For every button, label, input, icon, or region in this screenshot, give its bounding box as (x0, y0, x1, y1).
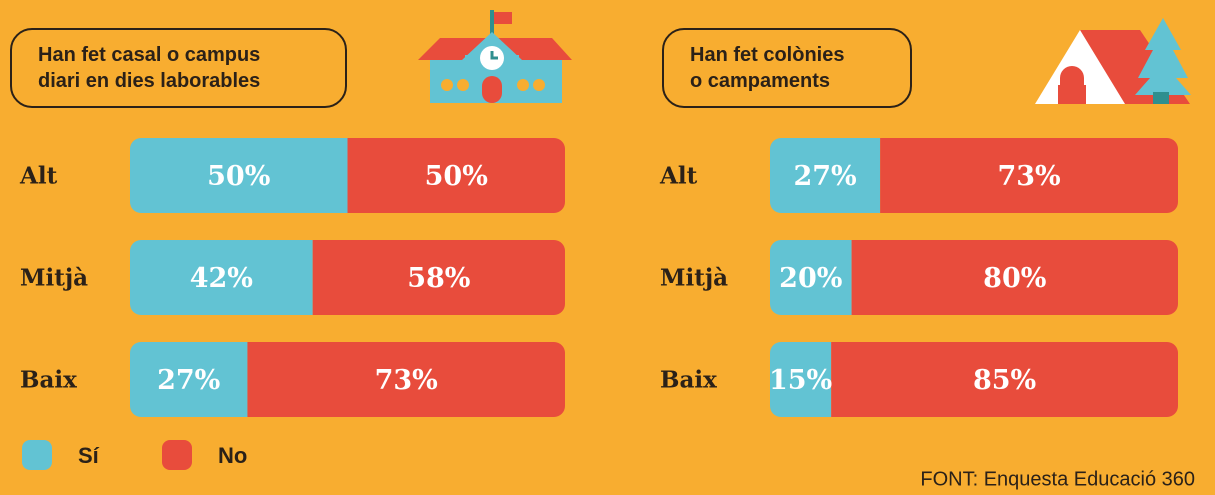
source: FONT: Enquesta Educació 360 (920, 468, 1195, 490)
school-icon (418, 10, 572, 103)
value-label: 27% (157, 365, 220, 396)
legend-label: No (218, 443, 247, 468)
value-label: 50% (425, 161, 488, 192)
legend-swatch (22, 440, 52, 470)
bar (770, 240, 1178, 315)
bar-segment (770, 342, 832, 417)
value-label: 73% (375, 365, 438, 396)
value-label: 58% (407, 263, 470, 294)
bar (130, 240, 565, 315)
value-label: 42% (190, 263, 253, 294)
title-box: Han fet colònies o campaments (662, 28, 912, 108)
value-label: 80% (983, 263, 1046, 294)
value-label: 85% (973, 365, 1036, 396)
chart-title: Han fet casal o campus diari en dies lab… (38, 44, 261, 92)
legend-label: Sí (78, 443, 100, 468)
category-label: Alt (659, 163, 698, 190)
value-label: 73% (997, 161, 1060, 192)
bar-segment (831, 342, 1178, 417)
bar-segment (247, 342, 565, 417)
bar (770, 342, 1178, 417)
bar-segment (851, 240, 1178, 315)
category-label: Baix (20, 367, 77, 394)
bar-segment (130, 138, 348, 213)
legend-swatch (162, 440, 192, 470)
value-label: 50% (207, 161, 270, 192)
value-label: 27% (793, 161, 856, 192)
tent-icon (1035, 18, 1191, 104)
bar (130, 138, 565, 213)
chart-title: Han fet colònies o campaments (690, 44, 845, 92)
bar-segment (880, 138, 1178, 213)
value-label: 20% (779, 263, 842, 294)
category-label: Alt (19, 163, 58, 190)
category-label: Baix (660, 367, 717, 394)
title-box: Han fet casal o campus diari en dies lab… (10, 28, 347, 108)
bar-segment (130, 342, 248, 417)
category-label: Mitjà (660, 265, 728, 292)
bar (130, 342, 565, 417)
bar-segment (130, 240, 313, 315)
bar-segment (770, 138, 881, 213)
bar-segment (770, 240, 852, 315)
bar (770, 138, 1178, 213)
bar-segment (312, 240, 565, 315)
bar-segment (347, 138, 565, 213)
category-label: Mitjà (20, 265, 88, 292)
value-label: 15% (769, 365, 832, 396)
